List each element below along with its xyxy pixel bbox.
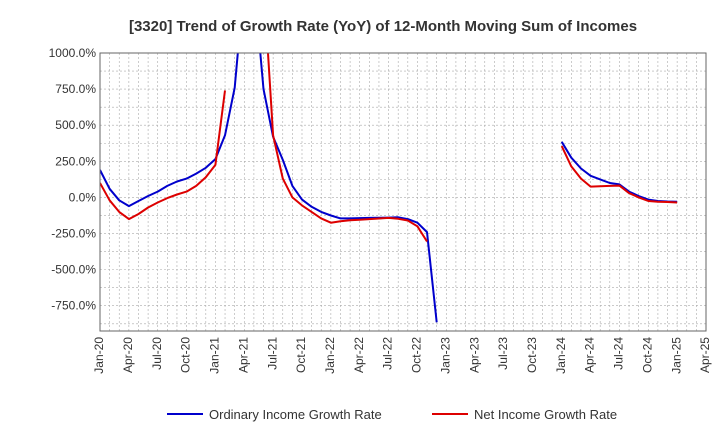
y-tick-label: 250.0% — [55, 154, 96, 168]
x-tick-label: Jul-24 — [612, 337, 626, 370]
legend-label-1: Net Income Growth Rate — [474, 407, 617, 422]
x-axis-ticks: Jan-20 Apr-20 Jul-20 Oct-20 Jan-21 Apr-21 Jul-… — [92, 337, 712, 374]
series-line-1 — [100, 53, 678, 243]
x-tick-label: Apr-23 — [467, 337, 481, 373]
y-tick-label: 1000.0% — [49, 46, 97, 60]
y-tick-label: 500.0% — [55, 118, 96, 132]
x-tick-label: Oct-24 — [640, 337, 654, 373]
series-layer — [100, 53, 678, 323]
x-tick-label: Apr-21 — [236, 337, 250, 373]
x-tick-label: Jan-22 — [323, 337, 337, 374]
x-tick-label: Jan-24 — [554, 337, 568, 374]
x-tick-label: Jul-20 — [150, 337, 164, 370]
y-tick-label: -750.0% — [51, 299, 96, 313]
plot-area — [100, 53, 706, 331]
x-tick-label: Oct-22 — [410, 337, 424, 373]
x-tick-label: Apr-24 — [583, 337, 597, 373]
x-tick-label: Jan-25 — [669, 337, 683, 374]
x-tick-label: Oct-21 — [294, 337, 308, 373]
x-tick-label: Oct-20 — [179, 337, 193, 373]
x-tick-label: Jan-23 — [438, 337, 452, 374]
legend-label-0: Ordinary Income Growth Rate — [209, 407, 382, 422]
chart-title: [3320] Trend of Growth Rate (YoY) of 12-… — [129, 18, 637, 35]
plot-frame — [99, 52, 707, 332]
y-tick-label: 750.0% — [55, 82, 96, 96]
x-tick-label: Jan-21 — [208, 337, 222, 374]
y-tick-label: 0.0% — [69, 190, 97, 204]
x-tick-label: Jul-21 — [265, 337, 279, 370]
legend: Ordinary Income Growth Rate Net Income Gr… — [167, 407, 617, 422]
x-tick-label: Apr-20 — [121, 337, 135, 373]
y-tick-label: -250.0% — [51, 227, 96, 241]
x-tick-label: Jan-20 — [92, 337, 106, 374]
x-tick-label: Apr-25 — [698, 337, 712, 373]
y-tick-label: -500.0% — [51, 263, 96, 277]
x-tick-label: Jul-23 — [496, 337, 510, 370]
x-tick-label: Jul-22 — [381, 337, 395, 370]
x-tick-label: Apr-22 — [352, 337, 366, 373]
gridlines — [100, 53, 706, 331]
x-tick-label: Oct-23 — [525, 337, 539, 373]
y-axis-ticks: 1000.0% 750.0% 500.0% 250.0% 0.0% -250.0% -500… — [49, 46, 97, 313]
